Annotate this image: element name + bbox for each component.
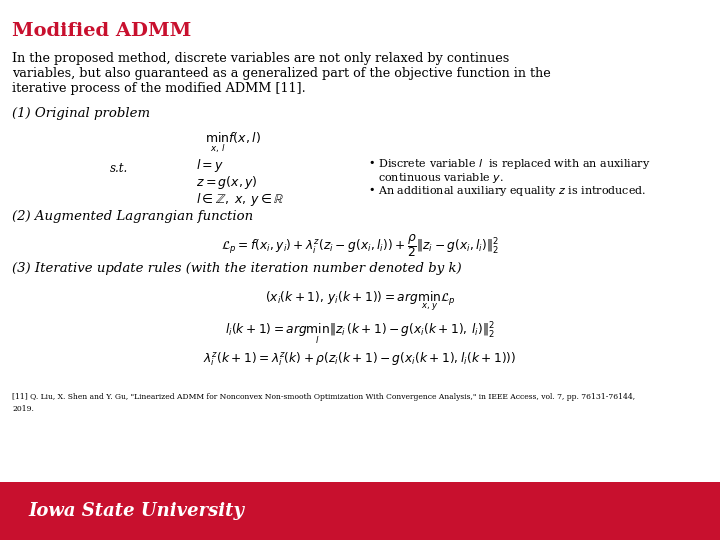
Text: Modified ADMM: Modified ADMM [12, 22, 192, 40]
Text: (1) Original problem: (1) Original problem [12, 107, 150, 120]
Text: iterative process of the modified ADMM [11].: iterative process of the modified ADMM [… [12, 82, 306, 95]
Text: variables, but also guaranteed as a generalized part of the objective function i: variables, but also guaranteed as a gene… [12, 67, 551, 80]
Text: In the proposed method, discrete variables are not only relaxed by continues: In the proposed method, discrete variabl… [12, 52, 509, 65]
Bar [0, 482, 720, 540]
Text: $\mathcal{L}_p = f(x_i, y_i) + \lambda_i^z(z_i - g(x_i, l_i)) + \dfrac{\rho}{2}\: $\mathcal{L}_p = f(x_i, y_i) + \lambda_i… [221, 232, 499, 259]
Text: • Discrete variable $l$  is replaced with an auxiliary: • Discrete variable $l$ is replaced with… [368, 157, 650, 171]
Text: $\lambda_i^z(k+1) = \lambda_i^z(k) + \rho(z_i(k+1) - g(x_i(k+1), l_i(k+1)))$: $\lambda_i^z(k+1) = \lambda_i^z(k) + \rh… [203, 350, 517, 368]
Text: $l = y$: $l = y$ [196, 157, 225, 174]
Text: Iowa State University: Iowa State University [28, 502, 244, 520]
Text: continuous variable $y$.: continuous variable $y$. [378, 171, 504, 185]
Text: $l_i(k+1) = arg\min_{l}\|z_i(k+1) - g(x_i(k+1),\, l_i)\|_2^2$: $l_i(k+1) = arg\min_{l}\|z_i(k+1) - g(x_… [225, 320, 495, 346]
Text: 2019.: 2019. [12, 405, 34, 413]
Text: [11] Q. Liu, X. Shen and Y. Gu, "Linearized ADMM for Nonconvex Non-smooth Optimi: [11] Q. Liu, X. Shen and Y. Gu, "Lineari… [12, 393, 635, 401]
Text: (2) Augmented Lagrangian function: (2) Augmented Lagrangian function [12, 210, 253, 223]
Text: (3) Iterative update rules (with the iteration number denoted by k): (3) Iterative update rules (with the ite… [12, 262, 462, 275]
Text: s.t.: s.t. [110, 162, 128, 175]
Text: $l \in \mathbb{Z},\; x,\, y \in \mathbb{R}$: $l \in \mathbb{Z},\; x,\, y \in \mathbb{… [196, 191, 284, 208]
Text: $(x_i(k+1),\, y_i(k+1)) = arg\min_{x,\,y}\mathcal{L}_p$: $(x_i(k+1),\, y_i(k+1)) = arg\min_{x,\,y… [264, 290, 456, 313]
Text: $\min_{x,\,l} f(x, l)$: $\min_{x,\,l} f(x, l)$ [205, 130, 261, 154]
Text: • An additional auxiliary equality $z$ is introduced.: • An additional auxiliary equality $z$ i… [368, 184, 647, 198]
Text: $z = g(x, y)$: $z = g(x, y)$ [196, 174, 258, 191]
